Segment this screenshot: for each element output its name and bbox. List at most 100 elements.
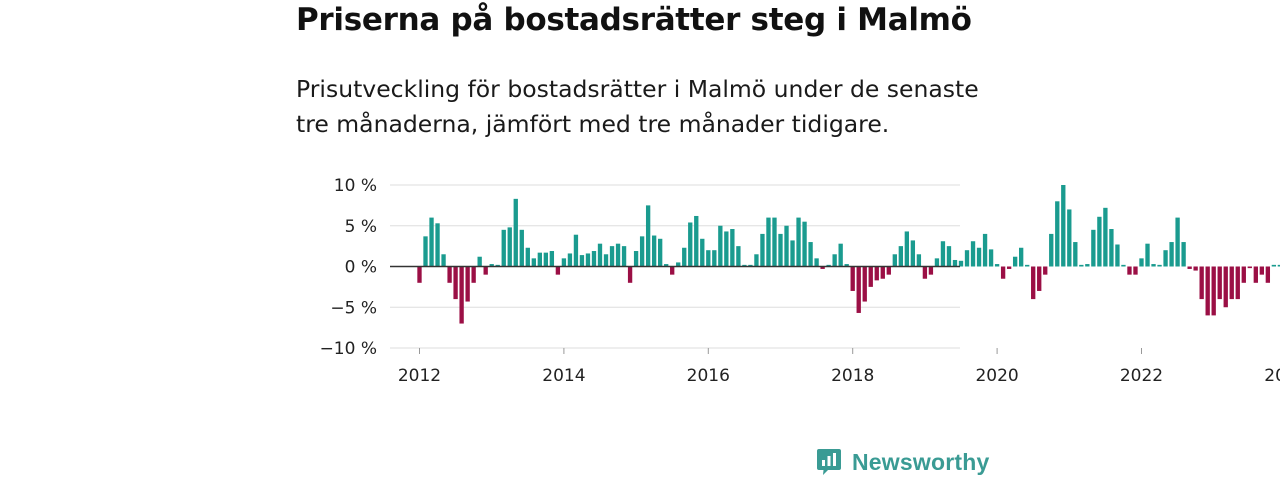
bar xyxy=(1091,229,1096,267)
bar xyxy=(712,250,717,267)
y-tick-label: 5 % xyxy=(345,217,377,237)
bar xyxy=(525,247,530,267)
bar xyxy=(736,246,741,267)
bar xyxy=(820,266,825,269)
x-tick-label: 2016 xyxy=(687,366,730,386)
bar xyxy=(1055,201,1060,267)
bar xyxy=(603,254,609,267)
bar xyxy=(423,236,428,267)
bar xyxy=(742,264,747,267)
newsworthy-logo: Newsworthy xyxy=(816,447,989,477)
bar xyxy=(784,225,789,267)
bar xyxy=(513,198,518,267)
bar xyxy=(1006,266,1012,269)
bar xyxy=(688,222,693,267)
bar xyxy=(549,251,555,267)
bar xyxy=(802,221,807,267)
bar xyxy=(886,266,891,275)
bar xyxy=(621,246,627,267)
bar xyxy=(844,264,849,267)
bar xyxy=(543,252,549,267)
bar xyxy=(1187,266,1192,269)
bar xyxy=(766,217,771,267)
bar xyxy=(1085,264,1090,267)
bar xyxy=(760,233,765,267)
bar xyxy=(868,266,873,287)
bar xyxy=(904,231,910,267)
x-tick-label: 2018 xyxy=(831,366,874,386)
bar xyxy=(754,254,759,267)
bar xyxy=(1019,247,1024,267)
bar xyxy=(1181,242,1186,267)
bar xyxy=(778,233,783,267)
bar xyxy=(519,229,524,267)
bar xyxy=(862,266,867,302)
bar xyxy=(441,254,446,267)
chart-bubble-icon xyxy=(817,449,841,475)
bar xyxy=(1235,266,1240,300)
bar xyxy=(1121,264,1126,267)
bar xyxy=(694,215,699,267)
bar xyxy=(682,247,687,267)
x-tick-label: 2020 xyxy=(975,366,1018,386)
bar xyxy=(1205,266,1210,316)
bar xyxy=(700,238,705,267)
bar xyxy=(417,266,422,283)
bar xyxy=(1109,229,1114,267)
bar xyxy=(495,264,500,267)
bar xyxy=(964,250,970,267)
bar xyxy=(946,246,952,267)
y-tick-label: −10 % xyxy=(320,339,377,359)
bar xyxy=(591,251,597,267)
bar xyxy=(483,266,488,275)
bar xyxy=(1193,266,1198,271)
bar xyxy=(952,259,958,267)
bar xyxy=(1043,266,1048,275)
x-tick-label: 2022 xyxy=(1120,366,1163,386)
bar xyxy=(1265,266,1271,283)
bar xyxy=(1229,266,1234,300)
bar xyxy=(928,266,934,275)
bar xyxy=(609,246,615,267)
bar xyxy=(1037,266,1042,291)
bar xyxy=(1073,242,1078,267)
bar xyxy=(826,264,831,267)
bar xyxy=(808,242,813,267)
bar xyxy=(718,225,723,267)
bar xyxy=(531,258,536,267)
bar xyxy=(1211,266,1216,316)
bar xyxy=(1157,264,1162,267)
bar xyxy=(1115,244,1120,267)
bar xyxy=(730,229,735,267)
bar xyxy=(772,217,777,267)
bar xyxy=(627,266,633,283)
bar xyxy=(1163,250,1168,267)
bar xyxy=(1145,243,1150,267)
bar xyxy=(1217,266,1222,300)
axes xyxy=(390,265,1142,354)
bar xyxy=(1031,266,1036,300)
bar xyxy=(922,266,928,279)
bar xyxy=(814,258,819,267)
bar xyxy=(1133,266,1138,275)
bar xyxy=(790,240,795,267)
bar xyxy=(724,231,729,267)
bar xyxy=(1025,264,1030,267)
bar xyxy=(748,264,753,267)
bar xyxy=(1175,217,1180,267)
bar xyxy=(892,254,897,267)
bar xyxy=(1247,266,1252,269)
bar xyxy=(615,243,621,267)
bar xyxy=(579,255,585,267)
bar xyxy=(465,266,470,302)
bar xyxy=(567,253,573,267)
bar xyxy=(1127,266,1132,275)
bar xyxy=(1223,266,1228,308)
bar xyxy=(477,256,482,267)
chart-title: Priserna på bostadsrätter steg i Malmö xyxy=(296,2,972,38)
y-tick-label: −5 % xyxy=(330,298,377,318)
bar xyxy=(1079,264,1084,267)
bar xyxy=(1151,264,1156,267)
bar xyxy=(573,234,579,267)
